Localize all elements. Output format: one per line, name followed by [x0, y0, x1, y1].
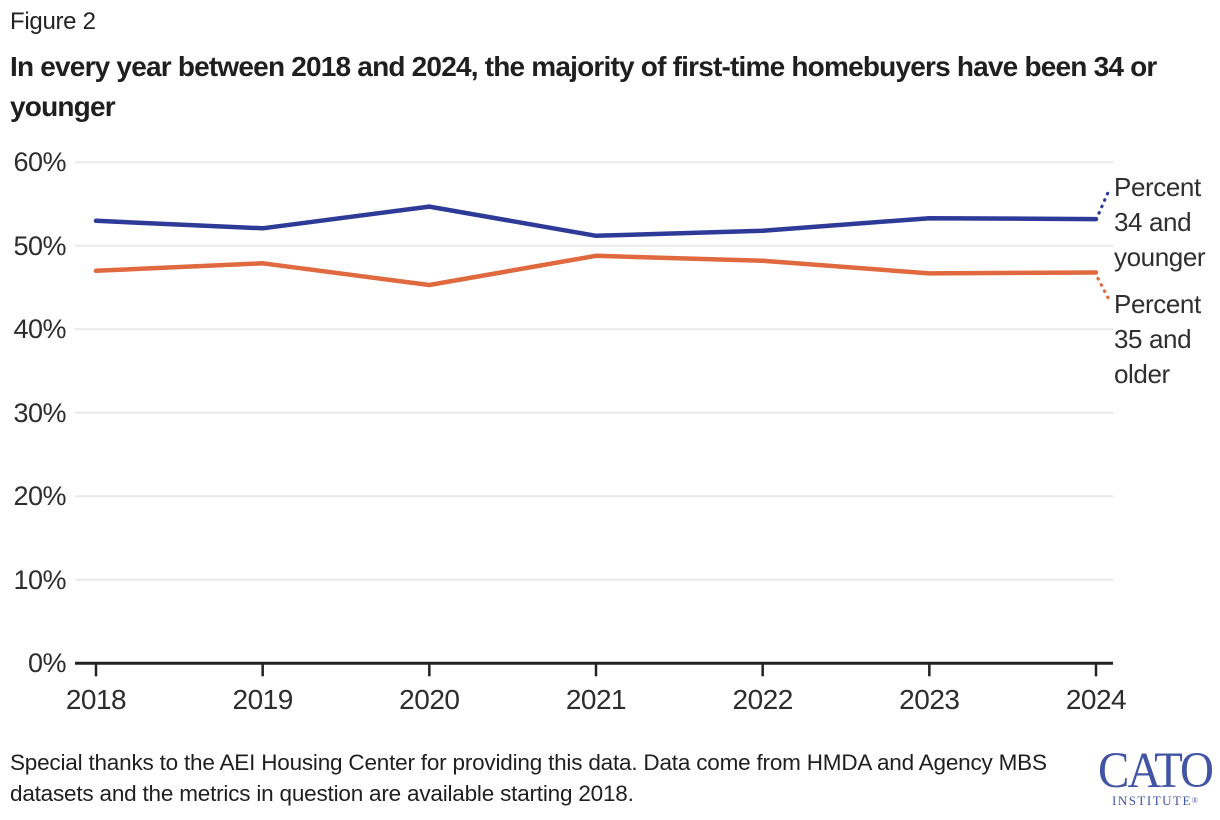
y-axis-label-20%: 20% — [13, 481, 66, 512]
logo-subtitle: INSTITUTE® — [1112, 793, 1198, 808]
y-axis-label-60%: 60% — [13, 147, 66, 178]
series-line-0 — [93, 204, 1099, 239]
y-axis-label-50%: 50% — [13, 230, 66, 261]
x-axis-label-2022: 2022 — [732, 684, 794, 715]
legend-label-1: Percent 35 and older — [1114, 288, 1201, 389]
registered-trademark-icon: ® — [1191, 796, 1198, 805]
y-axis-label-10%: 10% — [13, 564, 66, 595]
logo-subtitle-text: INSTITUTE — [1111, 793, 1192, 808]
chart-title: In every year between 2018 and 2024, the… — [10, 51, 1157, 122]
logo-wordmark: CATO — [1098, 742, 1214, 800]
cato-institute-logo: CATO INSTITUTE® — [1094, 742, 1216, 816]
legend-leader-line-0 — [1097, 187, 1112, 215]
x-axis-label-2023: 2023 — [899, 684, 960, 715]
y-axis-label-0%: 0% — [27, 648, 67, 679]
x-axis-label-2020: 2020 — [399, 684, 460, 715]
series-line-1 — [93, 253, 1099, 288]
x-axis-label-2018: 2018 — [65, 684, 127, 715]
x-axis-label-2024: 2024 — [1065, 684, 1127, 715]
figure-label: Figure 2 — [10, 8, 96, 35]
plot-area — [75, 161, 1113, 677]
x-axis-label-2019: 2019 — [232, 684, 294, 715]
y-axis-label-40%: 40% — [13, 314, 66, 345]
legend-label-0: Percent 34 and younger — [1114, 172, 1206, 273]
legend-leader-line-1 — [1096, 276, 1112, 303]
y-axis-label-30%: 30% — [13, 397, 66, 428]
x-axis-label-2021: 2021 — [565, 684, 627, 715]
source-note: Special thanks to the AEI Housing Center… — [10, 750, 1047, 806]
